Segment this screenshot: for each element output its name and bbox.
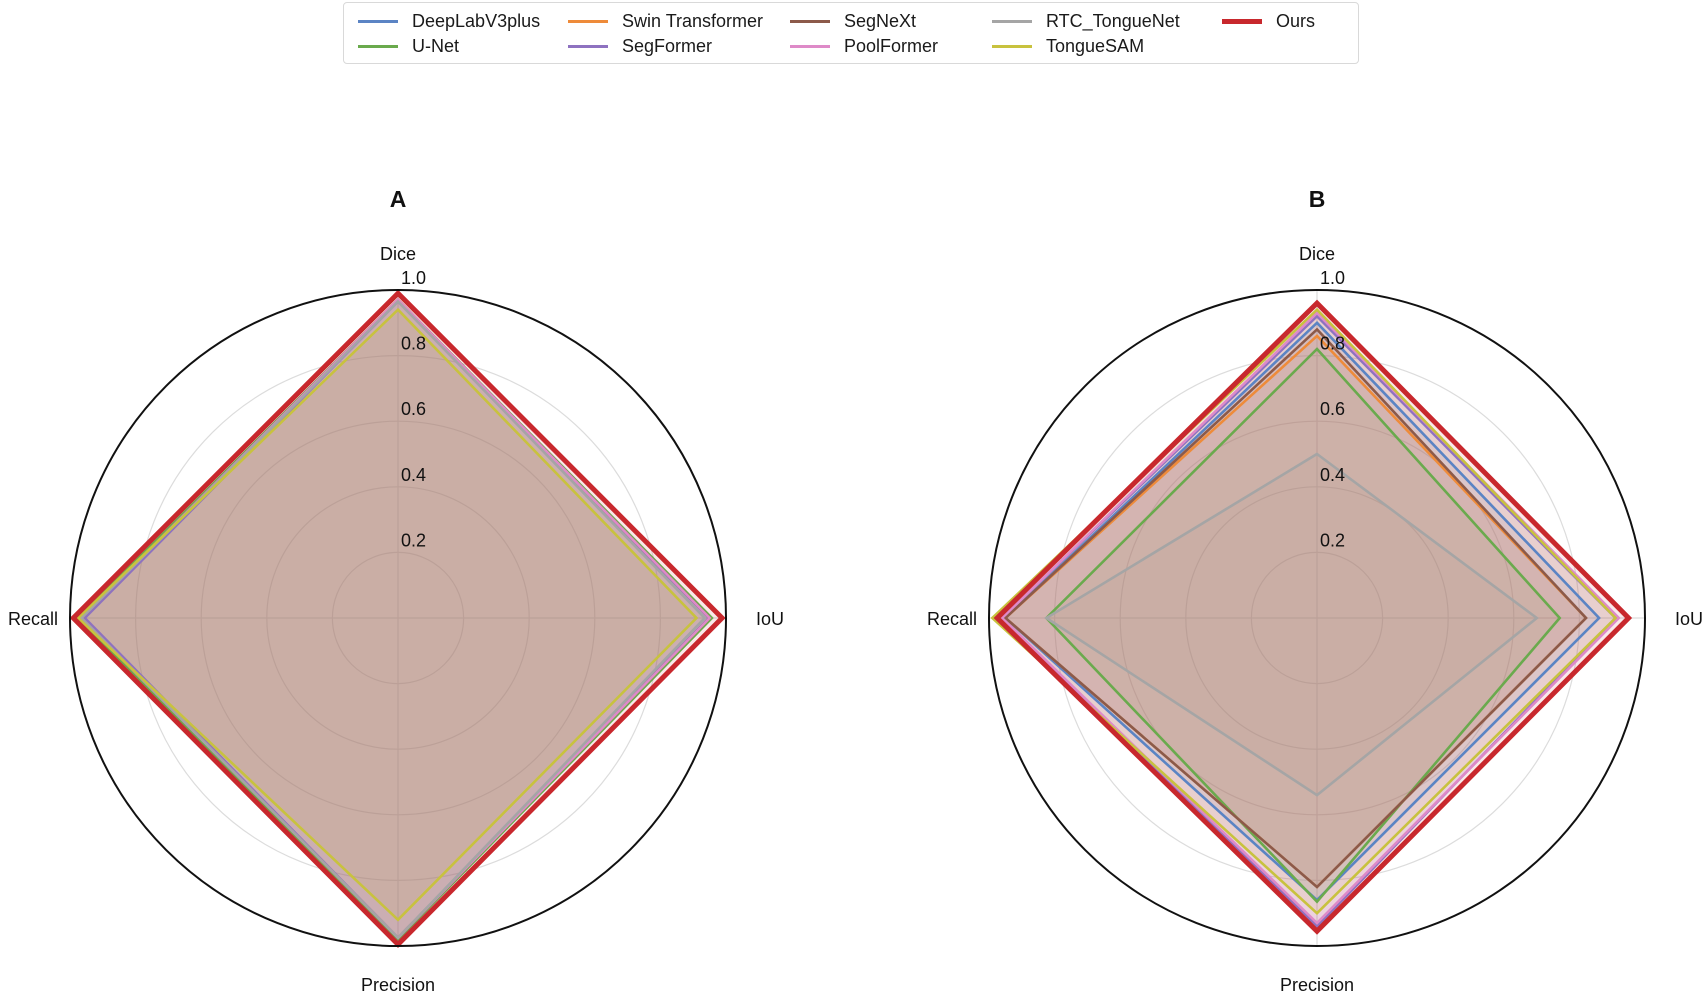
legend-swatch-icon	[358, 19, 398, 23]
radar-panel-b: 0.2 0.4 0.6 0.8 1.0 Dice IoU Precision Recall B	[927, 186, 1703, 995]
series-fill	[73, 293, 723, 945]
panel-title: A	[390, 186, 407, 212]
legend-swatch-icon	[992, 19, 1032, 23]
series-line-ours	[993, 299, 1633, 935]
tick-label: 0.8	[401, 334, 426, 354]
legend-item-deeplabv3plus: DeepLabV3plus	[358, 9, 540, 33]
tick-label: 0.2	[1320, 530, 1345, 550]
legend-item-segformer: SegFormer	[568, 34, 712, 58]
series-fill	[1046, 349, 1560, 902]
series-fill	[1005, 329, 1586, 887]
series-fill	[1005, 322, 1600, 901]
legend-swatch-icon	[568, 44, 608, 48]
axis-label-recall: Recall	[8, 609, 58, 629]
legend-item-segnext: SegNeXt	[790, 9, 916, 33]
legend-label: RTC_TongueNet	[1046, 10, 1180, 31]
tick-label: 0.4	[1320, 465, 1345, 485]
legend-swatch-icon	[1222, 18, 1262, 24]
legend-label: SegFormer	[622, 35, 713, 56]
axis-label-dice: Dice	[1299, 244, 1335, 264]
legend-label: Ours	[1276, 10, 1316, 31]
legend-label: SegNeXt	[844, 10, 917, 31]
axis-label-precision: Precision	[361, 975, 435, 995]
axis-label-precision: Precision	[1280, 975, 1354, 995]
legend-item-ours: Ours	[1222, 9, 1315, 33]
legend-label: TongueSAM	[1046, 35, 1145, 56]
panel-title: B	[1309, 186, 1326, 212]
legend-label: U-Net	[412, 35, 460, 56]
series-line-ours	[69, 289, 726, 948]
legend-label: Swin Transformer	[622, 10, 764, 31]
legend-item-rtc-tonguenet: RTC_TongueNet	[992, 9, 1180, 33]
series-fill	[78, 309, 697, 920]
tick-label: 0.4	[401, 465, 426, 485]
radar-panel-a: 0.2 0.4 0.6 0.8 1.0 Dice IoU Precision Recall A	[8, 186, 784, 995]
tick-label: 0.6	[1320, 399, 1345, 419]
series-line-segnext	[1003, 327, 1588, 889]
tick-label: 0.8	[1320, 334, 1345, 354]
legend-swatch-icon	[358, 44, 398, 48]
series-line-u-net	[1044, 347, 1562, 904]
tick-label: 0.2	[401, 530, 426, 550]
series-fill	[1046, 454, 1537, 796]
outer-ring	[988, 289, 1646, 947]
legend-label: DeepLabV3plus	[412, 10, 541, 31]
outer-ring	[69, 289, 727, 947]
legend-swatch-icon	[568, 19, 608, 23]
legend-swatch-icon	[790, 19, 830, 23]
legend-swatch-icon	[992, 44, 1032, 48]
series-line-tonguesam	[76, 307, 699, 922]
axis-label-recall: Recall	[927, 609, 977, 629]
legend-label: PoolFormer	[844, 35, 939, 56]
legend-item-u-net: U-Net	[358, 34, 459, 58]
legend-swatch-icon	[790, 44, 830, 48]
legend-item-swin-transformer: Swin Transformer	[568, 9, 763, 33]
tick-label: 0.6	[401, 399, 426, 419]
legend-item-tonguesam: TongueSAM	[992, 34, 1144, 58]
tick-label: 1.0	[1320, 268, 1345, 288]
axis-label-iou: IoU	[1675, 609, 1703, 629]
tick-label: 1.0	[401, 268, 426, 288]
series-fill	[1002, 316, 1616, 927]
axis-label-iou: IoU	[756, 609, 784, 629]
axis-label-dice: Dice	[380, 244, 416, 264]
series-line-rtc-tonguenet	[1043, 452, 1539, 797]
chart-legend: DeepLabV3plus U-Net Swin Transformer SegFor…	[343, 2, 1359, 64]
series-fill	[1005, 335, 1586, 887]
legend-item-poolformer: PoolFormer	[790, 34, 938, 58]
